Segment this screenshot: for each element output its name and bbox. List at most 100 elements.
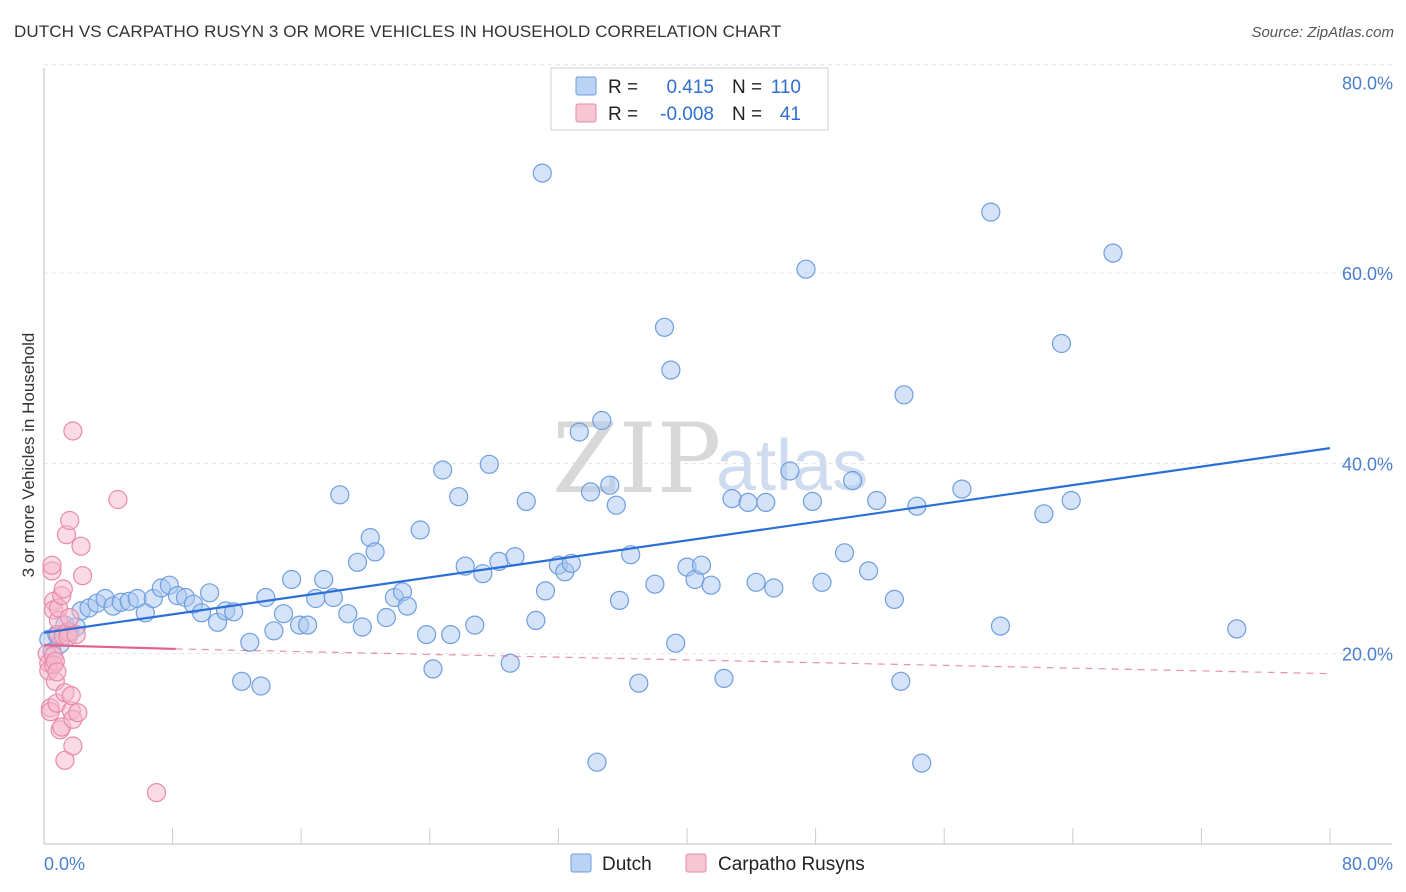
dutch-point-37 <box>314 569 334 590</box>
bottom-legend-swatch-dutch <box>570 853 592 873</box>
dutch-point-22 <box>191 603 212 623</box>
dutch-point-42 <box>352 617 372 637</box>
dutch-point-106 <box>981 202 1001 222</box>
dutch-point-48 <box>397 596 417 616</box>
legend-n-label-carpatho: N = <box>732 104 762 125</box>
x-tick-label-0: 0.0% <box>44 854 85 874</box>
watermark-zip: ZIP <box>552 403 721 515</box>
dutch-point-85 <box>701 575 721 595</box>
dutch-point-35 <box>298 615 318 635</box>
dutch-point-77 <box>629 673 649 693</box>
carpatho-point-35 <box>66 624 86 645</box>
dutch-point-45 <box>376 607 396 628</box>
dutch-point-74 <box>606 495 626 515</box>
dutch-point-86 <box>714 668 734 689</box>
trend-lines <box>43 447 1331 675</box>
dutch-point-33 <box>282 569 302 590</box>
carpatho-point-32 <box>63 736 83 756</box>
dutch-point-111 <box>1103 243 1123 263</box>
legend-frame <box>550 67 829 131</box>
dutch-point-110 <box>1061 490 1081 511</box>
dutch-point-71 <box>587 752 607 772</box>
carpatho-point-36 <box>68 703 88 723</box>
dutch-point-92 <box>780 461 800 481</box>
dutch-point-78 <box>645 574 665 594</box>
dutch-point-56 <box>465 615 485 635</box>
dutch-point-50 <box>417 624 437 645</box>
y-tick-label-1: 40.0% <box>1342 454 1393 474</box>
bottom-legend: Dutch Carpatho Rusyns <box>570 853 865 875</box>
carpatho-point-29 <box>60 607 80 628</box>
data-points <box>37 163 1247 803</box>
source-credit: Source: ZipAtlas.com <box>1251 24 1394 41</box>
dutch-trend-line <box>43 447 1331 634</box>
dutch-point-23 <box>200 583 220 603</box>
legend-r-value-carpatho: -0.008 <box>660 104 714 125</box>
carpatho-point-6 <box>42 555 62 575</box>
legend-r-value-dutch: 0.415 <box>666 77 714 98</box>
dutch-point-91 <box>764 578 784 598</box>
carpatho-trend-extension <box>175 648 1331 675</box>
y-tick-labels: 20.0% 40.0% 60.0% 80.0% <box>1342 74 1393 665</box>
dutch-point-81 <box>666 633 686 653</box>
carpatho-point-28 <box>60 510 80 531</box>
dutch-point-29 <box>251 676 271 696</box>
dutch-point-72 <box>592 410 612 431</box>
dutch-point-97 <box>842 470 863 491</box>
legend-n-label-dutch: N = <box>732 77 762 98</box>
dutch-point-107 <box>990 616 1011 636</box>
dutch-point-39 <box>330 485 350 505</box>
carpatho-point-38 <box>72 566 93 586</box>
dutch-point-26 <box>224 602 244 622</box>
bottom-legend-swatch-carpatho <box>685 853 707 873</box>
dutch-point-75 <box>609 590 630 611</box>
dutch-point-108 <box>1034 504 1054 524</box>
dutch-point-52 <box>433 460 453 480</box>
x-tick-labels: 0.0% 80.0% <box>44 854 1393 874</box>
dutch-point-95 <box>812 572 832 592</box>
dutch-point-93 <box>796 259 816 279</box>
dutch-point-98 <box>858 561 879 581</box>
dutch-point-105 <box>952 479 972 499</box>
x-tick-label-1: 80.0% <box>1342 854 1393 874</box>
dutch-point-53 <box>441 624 461 645</box>
dutch-point-54 <box>449 487 469 507</box>
dutch-point-69 <box>569 422 589 442</box>
dutch-point-87 <box>722 489 742 509</box>
carpatho-point-13 <box>47 662 67 682</box>
legend-box: R = 0.415 N = 110 R = -0.008 N = 41 <box>550 67 829 131</box>
dutch-point-84 <box>691 555 712 575</box>
legend-swatch-dutch <box>575 76 597 96</box>
y-axis-label: 3 or more Vehicles in Household <box>19 333 38 578</box>
dutch-point-38 <box>323 587 343 608</box>
carpatho-point-39 <box>108 489 128 510</box>
dutch-point-99 <box>867 490 887 511</box>
dutch-point-79 <box>654 317 675 337</box>
dutch-point-32 <box>273 604 294 624</box>
dutch-point-41 <box>347 552 368 572</box>
y-tick-label-3: 80.0% <box>1342 74 1393 94</box>
dutch-point-109 <box>1051 333 1072 354</box>
dutch-point-80 <box>661 360 681 380</box>
dutch-point-90 <box>756 492 776 512</box>
dutch-point-31 <box>264 621 284 641</box>
dutch-point-104 <box>912 753 932 773</box>
dutch-point-94 <box>802 491 823 511</box>
bottom-legend-label-dutch: Dutch <box>602 854 652 875</box>
dutch-point-70 <box>580 482 601 502</box>
dutch-point-112 <box>1227 619 1247 639</box>
legend-n-value-dutch: 110 <box>771 77 801 98</box>
legend-n-value-carpatho: 41 <box>780 104 801 125</box>
chart-title: DUTCH VS CARPATHO RUSYN 3 OR MORE VEHICL… <box>14 22 782 41</box>
dutch-point-101 <box>891 671 911 691</box>
carpatho-trend-line <box>43 644 176 651</box>
dutch-point-88 <box>738 492 758 512</box>
carpatho-point-34 <box>63 421 83 441</box>
carpatho-point-40 <box>146 782 167 803</box>
bottom-legend-label-carpatho: Carpatho Rusyns <box>718 854 865 875</box>
carpatho-point-37 <box>71 536 91 556</box>
dutch-point-30 <box>256 587 276 608</box>
grid-lines <box>44 64 1392 655</box>
dutch-point-58 <box>479 454 499 474</box>
